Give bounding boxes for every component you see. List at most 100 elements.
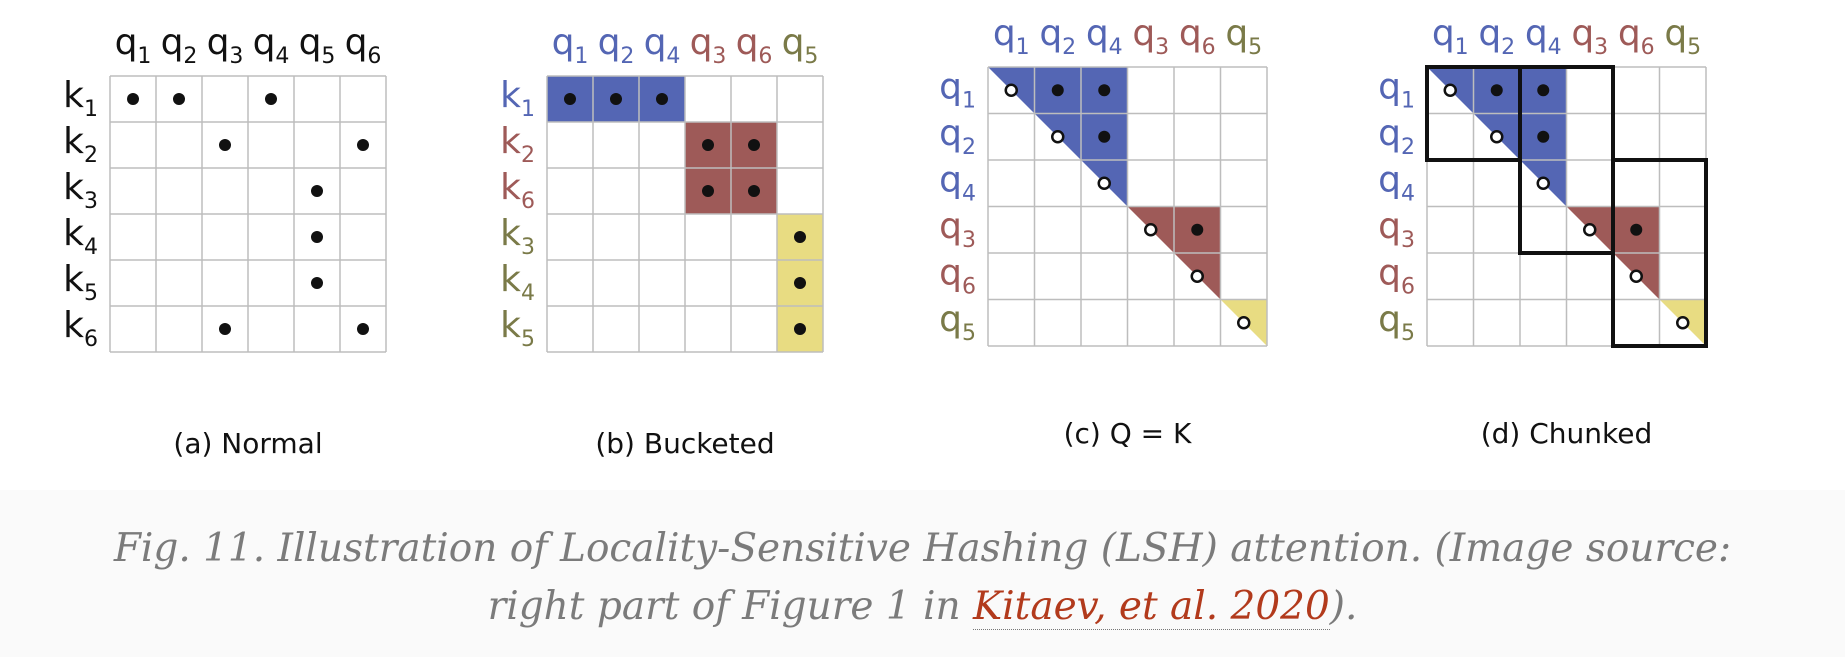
row-label-c-0-base: q [939, 66, 962, 107]
col-label-d-2-sub: 4 [1548, 35, 1562, 60]
col-label-b-1-base: q [598, 22, 621, 63]
row-label-d-2: q4 [1378, 159, 1415, 206]
dot-b-5 [702, 185, 714, 197]
row-label-a-0-sub: 1 [84, 97, 98, 122]
col-label-a-5-base: q [345, 22, 368, 63]
hollow-dot-c-9 [1237, 316, 1251, 330]
row-label-c-5-sub: 5 [962, 321, 976, 346]
row-label-a-2-sub: 3 [84, 189, 98, 214]
col-label-c-4-sub: 6 [1202, 35, 1216, 60]
caption-text-pre: right part of Figure 1 in [487, 584, 974, 629]
row-label-d-1-base: q [1378, 113, 1401, 154]
col-label-c-2-base: q [1086, 13, 1109, 54]
row-label-d-2-base: q [1378, 159, 1401, 200]
col-label-d-2-base: q [1525, 13, 1548, 54]
row-label-b-0-sub: 1 [521, 97, 535, 122]
row-label-d-3-base: q [1378, 206, 1401, 247]
dot-b-9 [794, 323, 806, 335]
col-label-d-0: q1 [1432, 13, 1469, 60]
col-label-d-5-sub: 5 [1687, 35, 1701, 60]
col-label-c-5-sub: 5 [1248, 35, 1262, 60]
row-label-a-5-base: k [63, 305, 84, 346]
col-label-a-3: q4 [253, 22, 290, 69]
row-label-c-1: q2 [939, 113, 976, 160]
col-label-d-4-base: q [1618, 13, 1641, 54]
hollow-dot-c-5 [1097, 176, 1111, 190]
col-label-a-4-base: q [299, 22, 322, 63]
dot-b-6 [748, 185, 760, 197]
row-label-c-4-sub: 6 [962, 274, 976, 299]
row-label-c-3-base: q [939, 206, 962, 247]
hollow-dot-d-5 [1536, 176, 1550, 190]
row-label-d-5-base: q [1378, 299, 1401, 340]
row-label-a-4-sub: 5 [84, 281, 98, 306]
col-label-a-5-sub: 6 [367, 44, 381, 69]
col-label-b-1-sub: 2 [620, 44, 634, 69]
dot-d-7 [1630, 223, 1643, 236]
row-label-c-1-sub: 2 [962, 135, 976, 160]
hollow-dot-c-3 [1051, 130, 1065, 144]
dot-b-2 [656, 93, 668, 105]
row-label-b-4: k4 [500, 259, 535, 306]
col-label-a-1: q2 [161, 22, 198, 69]
row-label-b-1-sub: 2 [521, 143, 535, 168]
panel-caption-c: (c) Q = K [1064, 417, 1192, 450]
col-label-b-4-base: q [736, 22, 759, 63]
row-label-a-3-base: k [63, 213, 84, 254]
row-label-a-4: k5 [63, 259, 98, 306]
col-label-d-0-base: q [1432, 13, 1455, 54]
hollow-dot-d-3 [1490, 130, 1504, 144]
hollow-dot-c-0 [1004, 83, 1018, 97]
row-label-b-2-base: k [500, 167, 521, 208]
row-label-a-5-sub: 6 [84, 327, 98, 352]
col-label-c-2-sub: 4 [1109, 35, 1123, 60]
col-label-b-3: q3 [690, 22, 727, 69]
col-label-b-5: q5 [782, 22, 819, 69]
col-label-b-5-sub: 5 [804, 44, 818, 69]
col-label-b-5-base: q [782, 22, 805, 63]
row-label-d-1: q2 [1378, 113, 1415, 160]
col-label-c-3-sub: 3 [1155, 35, 1169, 60]
dot-c-2 [1098, 84, 1111, 97]
col-label-b-0: q1 [552, 22, 589, 69]
row-label-b-0-base: k [500, 75, 521, 116]
row-label-d-4-base: q [1378, 252, 1401, 293]
row-label-d-0: q1 [1378, 66, 1415, 113]
col-label-c-5: q5 [1225, 13, 1262, 60]
dot-a-5 [311, 185, 323, 197]
col-label-a-4-sub: 5 [321, 44, 335, 69]
dot-a-8 [219, 323, 231, 335]
row-label-a-2-base: k [63, 167, 84, 208]
row-label-c-5-base: q [939, 299, 962, 340]
col-label-b-4-sub: 6 [758, 44, 772, 69]
col-label-d-2: q4 [1525, 13, 1562, 60]
row-label-c-3: q3 [939, 206, 976, 253]
row-label-c-3-sub: 3 [962, 228, 976, 253]
dot-a-1 [173, 93, 185, 105]
col-label-c-0-sub: 1 [1016, 35, 1030, 60]
panel-caption-a: (a) Normal [173, 427, 322, 460]
col-label-a-0-sub: 1 [137, 44, 151, 69]
dot-b-3 [702, 139, 714, 151]
col-label-c-5-base: q [1225, 13, 1248, 54]
dot-b-8 [794, 277, 806, 289]
col-label-c-4-base: q [1179, 13, 1202, 54]
dot-b-1 [610, 93, 622, 105]
col-label-c-2: q4 [1086, 13, 1123, 60]
caption-text-post: ). [1329, 584, 1358, 629]
row-label-b-5-base: k [500, 305, 521, 346]
col-label-d-5: q5 [1664, 13, 1701, 60]
row-label-a-3-sub: 4 [84, 235, 98, 260]
col-label-b-3-base: q [690, 22, 713, 63]
col-label-d-0-sub: 1 [1455, 35, 1469, 60]
row-label-b-3-sub: 3 [521, 235, 535, 260]
dot-c-7 [1191, 223, 1204, 236]
row-label-d-2-sub: 4 [1401, 181, 1415, 206]
col-label-a-0-base: q [115, 22, 138, 63]
row-label-b-1-base: k [500, 121, 521, 162]
caption-line-1: Fig. 11. Illustration of Locality-Sensit… [113, 526, 1732, 571]
col-label-b-2-sub: 4 [666, 44, 680, 69]
citation-link[interactable]: Kitaev, et al. 2020 [973, 584, 1330, 630]
col-label-b-4: q6 [736, 22, 773, 69]
